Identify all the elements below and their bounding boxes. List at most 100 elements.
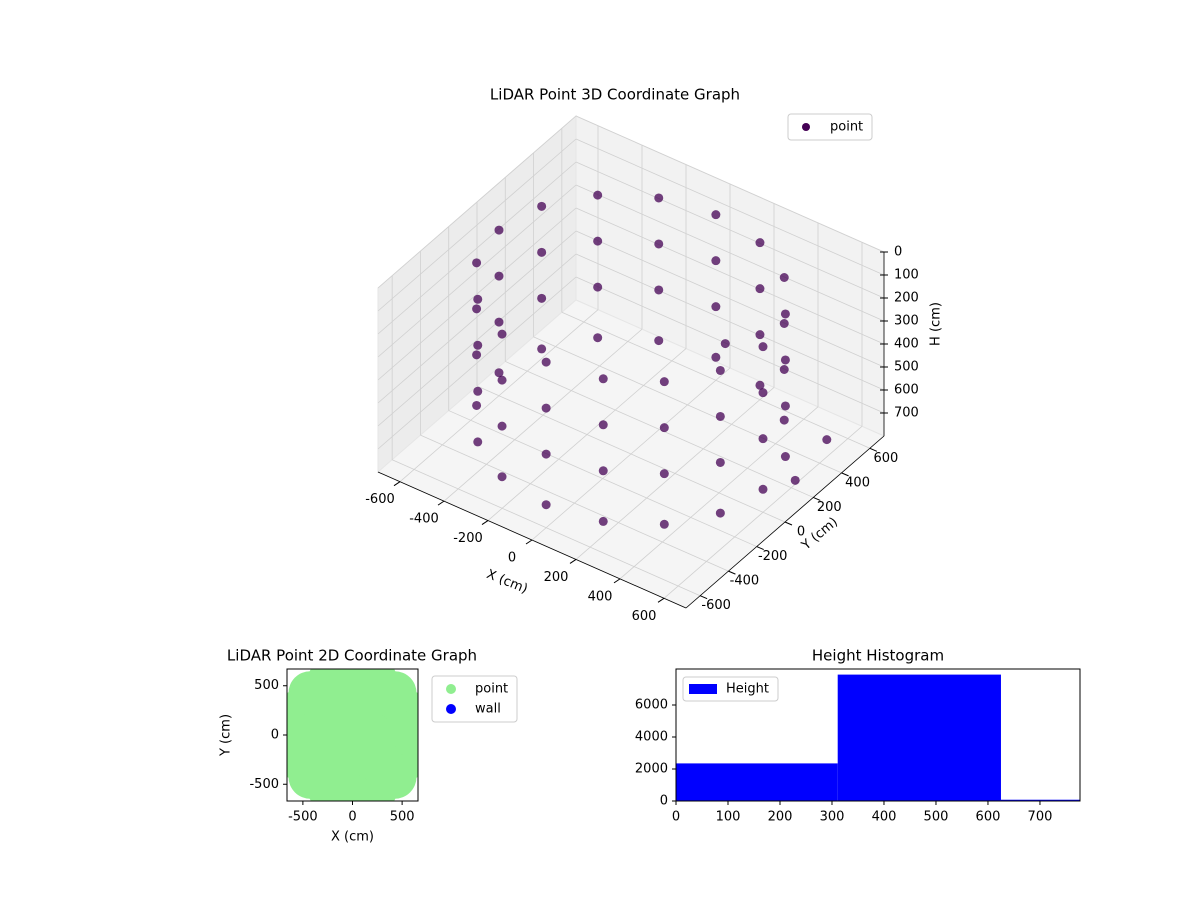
point (472, 350, 482, 360)
y-tick-label: -200 (758, 549, 788, 564)
x-tick-label: 0 (508, 551, 516, 566)
point (780, 309, 790, 319)
x-tick-label: 400 (588, 589, 613, 604)
grid-line (420, 434, 729, 572)
x-tick (657, 597, 665, 603)
point (654, 239, 664, 249)
point (472, 304, 482, 314)
y-tick (699, 595, 708, 600)
point (497, 472, 507, 482)
point (654, 285, 664, 295)
point (598, 516, 608, 526)
point (779, 272, 789, 282)
y-tick-label: 4000 (635, 730, 668, 745)
y-tick (756, 546, 764, 551)
point (541, 500, 551, 510)
point (779, 318, 789, 328)
grid-line (575, 230, 885, 368)
axes-frame (675, 668, 1081, 802)
legend-label: wall (475, 702, 501, 717)
point (659, 469, 669, 479)
point (598, 374, 608, 384)
y-tick (869, 447, 878, 452)
x-tick-label: 300 (820, 810, 845, 825)
point (758, 342, 768, 352)
point (780, 355, 790, 365)
point (711, 352, 721, 362)
grid-line (533, 336, 842, 474)
grid-line (377, 138, 577, 312)
point (494, 317, 504, 327)
legend-marker (689, 684, 717, 694)
bar (837, 674, 1001, 801)
y-tick-label: -400 (730, 574, 760, 589)
point (755, 238, 765, 248)
legend-marker (446, 704, 456, 714)
x-tick-label: 500 (390, 810, 415, 825)
legend-box (682, 676, 779, 702)
y-tick-label: -600 (701, 598, 731, 613)
grid-line (575, 253, 885, 391)
z-tick-label: 300 (894, 314, 919, 329)
y-tick-label: 400 (845, 475, 870, 490)
point (473, 294, 483, 304)
x-tick (437, 500, 445, 506)
point (659, 423, 669, 433)
legend-marker (802, 123, 810, 131)
point (593, 190, 603, 200)
x-axis-label: X (cm) (331, 830, 374, 845)
point (537, 201, 547, 211)
point (497, 421, 507, 431)
y-tick (784, 521, 793, 526)
point (822, 435, 832, 445)
x-tick (569, 559, 577, 564)
point (659, 377, 669, 387)
point (537, 247, 547, 257)
grid-line (377, 184, 577, 358)
x-tick-label: -400 (409, 512, 439, 527)
point (715, 365, 725, 375)
point (473, 340, 483, 350)
grid-line (377, 115, 577, 289)
point (473, 437, 483, 447)
point (720, 339, 730, 349)
x-tick-label: -600 (365, 492, 395, 507)
x-tick-label: 500 (924, 810, 949, 825)
point (541, 403, 551, 413)
point (473, 386, 483, 396)
chart-title: LiDAR Point 2D Coordinate Graph (227, 647, 477, 665)
x-tick-label: 100 (716, 810, 741, 825)
point (541, 449, 551, 459)
y-tick-label: 6000 (635, 698, 668, 713)
z-tick-label: 600 (894, 383, 919, 398)
axis-line (377, 471, 687, 609)
y-tick (728, 570, 736, 575)
chart-title: Height Histogram (812, 647, 944, 665)
y-tick-label: -500 (249, 777, 279, 792)
x-tick (613, 578, 621, 584)
grid-line (575, 276, 885, 414)
x-tick-label: -200 (453, 531, 483, 546)
x-tick-label: 0 (348, 810, 356, 825)
grid-line (575, 138, 885, 276)
point (472, 400, 482, 410)
point (537, 293, 547, 303)
point (494, 225, 504, 235)
grid-line (505, 361, 814, 498)
z-tick-label: 200 (894, 291, 919, 306)
grid-line (575, 207, 885, 345)
y-tick-label: 2000 (635, 762, 668, 777)
point (779, 364, 789, 374)
point (497, 329, 507, 339)
point (494, 368, 504, 378)
z-axis-label: H (cm) (929, 302, 944, 346)
bar (1000, 799, 1080, 801)
point (654, 193, 664, 203)
y-tick-label: 600 (873, 451, 898, 466)
y-tick-label: 0 (797, 525, 805, 540)
grid-line (575, 161, 885, 299)
legend-label: point (830, 120, 863, 135)
x-tick-label: 400 (872, 810, 897, 825)
legend-marker (446, 684, 456, 694)
